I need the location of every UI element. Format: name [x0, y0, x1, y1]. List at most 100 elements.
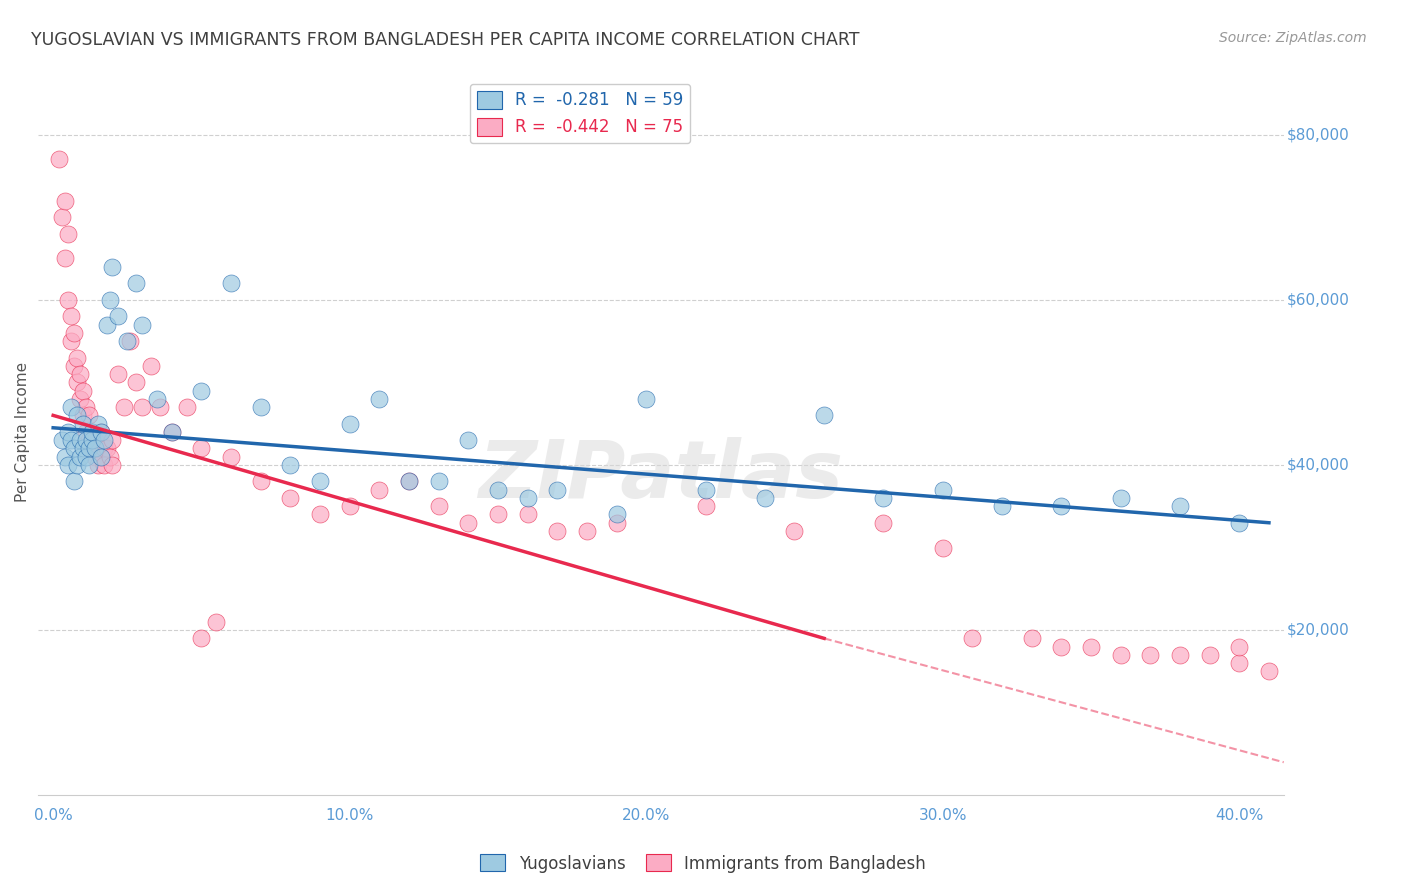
- Text: $40,000: $40,000: [1286, 458, 1348, 473]
- Point: [546, 483, 568, 497]
- Point: [1080, 640, 1102, 654]
- Point: [1168, 500, 1191, 514]
- Point: [131, 400, 153, 414]
- Point: [86, 417, 108, 431]
- Point: [80, 442, 103, 456]
- Text: $60,000: $60,000: [1286, 293, 1350, 307]
- Point: [98, 293, 121, 307]
- Point: [63, 475, 86, 489]
- Point: [93, 433, 115, 447]
- Point: [75, 400, 97, 414]
- Point: [93, 442, 115, 456]
- Point: [77, 458, 100, 472]
- Point: [56, 293, 79, 307]
- Point: [1227, 516, 1250, 530]
- Point: [96, 318, 118, 332]
- Point: [83, 433, 105, 447]
- Point: [398, 475, 420, 489]
- Legend: R =  -0.281   N = 59, R =  -0.442   N = 75: R = -0.281 N = 59, R = -0.442 N = 75: [470, 84, 690, 143]
- Point: [1227, 656, 1250, 670]
- Point: [77, 409, 100, 423]
- Point: [72, 384, 94, 398]
- Point: [486, 483, 509, 497]
- Point: [75, 425, 97, 439]
- Point: [872, 516, 894, 530]
- Point: [66, 458, 89, 472]
- Legend: Yugoslavians, Immigrants from Bangladesh: Yugoslavians, Immigrants from Bangladesh: [474, 847, 932, 880]
- Point: [1050, 640, 1073, 654]
- Point: [53, 252, 76, 266]
- Point: [72, 409, 94, 423]
- Point: [131, 318, 153, 332]
- Point: [86, 442, 108, 456]
- Point: [606, 516, 628, 530]
- Point: [101, 260, 124, 274]
- Text: $20,000: $20,000: [1286, 623, 1348, 638]
- Point: [93, 458, 115, 472]
- Point: [69, 433, 91, 447]
- Point: [59, 400, 82, 414]
- Point: [107, 310, 129, 324]
- Point: [486, 508, 509, 522]
- Point: [575, 524, 598, 538]
- Point: [63, 442, 86, 456]
- Point: [90, 450, 112, 464]
- Point: [813, 409, 835, 423]
- Point: [932, 541, 955, 555]
- Point: [457, 516, 479, 530]
- Point: [125, 376, 148, 390]
- Point: [59, 310, 82, 324]
- Point: [63, 359, 86, 373]
- Point: [516, 508, 538, 522]
- Point: [309, 508, 332, 522]
- Point: [75, 433, 97, 447]
- Point: [695, 500, 717, 514]
- Point: [75, 450, 97, 464]
- Point: [205, 615, 228, 629]
- Point: [59, 433, 82, 447]
- Point: [101, 433, 124, 447]
- Point: [80, 425, 103, 439]
- Point: [53, 194, 76, 208]
- Point: [309, 475, 332, 489]
- Y-axis label: Per Capita Income: Per Capita Income: [15, 362, 30, 502]
- Point: [53, 450, 76, 464]
- Point: [83, 450, 105, 464]
- Point: [117, 334, 139, 348]
- Point: [72, 442, 94, 456]
- Point: [176, 400, 198, 414]
- Point: [80, 433, 103, 447]
- Text: ZIPatlas: ZIPatlas: [478, 436, 844, 515]
- Point: [90, 425, 112, 439]
- Point: [160, 425, 183, 439]
- Point: [69, 367, 91, 381]
- Point: [77, 442, 100, 456]
- Point: [457, 433, 479, 447]
- Point: [51, 210, 73, 224]
- Point: [72, 417, 94, 431]
- Point: [1021, 632, 1043, 646]
- Point: [991, 500, 1014, 514]
- Point: [754, 491, 776, 505]
- Point: [66, 376, 89, 390]
- Point: [1168, 648, 1191, 662]
- Point: [1109, 491, 1132, 505]
- Point: [1258, 665, 1281, 679]
- Point: [783, 524, 806, 538]
- Point: [1198, 648, 1220, 662]
- Point: [149, 400, 172, 414]
- Point: [872, 491, 894, 505]
- Point: [280, 491, 302, 505]
- Point: [932, 483, 955, 497]
- Point: [120, 334, 142, 348]
- Point: [69, 450, 91, 464]
- Point: [368, 483, 391, 497]
- Point: [339, 500, 361, 514]
- Point: [66, 351, 89, 365]
- Point: [190, 384, 212, 398]
- Point: [636, 392, 658, 406]
- Point: [427, 500, 450, 514]
- Point: [51, 433, 73, 447]
- Point: [107, 367, 129, 381]
- Point: [1227, 640, 1250, 654]
